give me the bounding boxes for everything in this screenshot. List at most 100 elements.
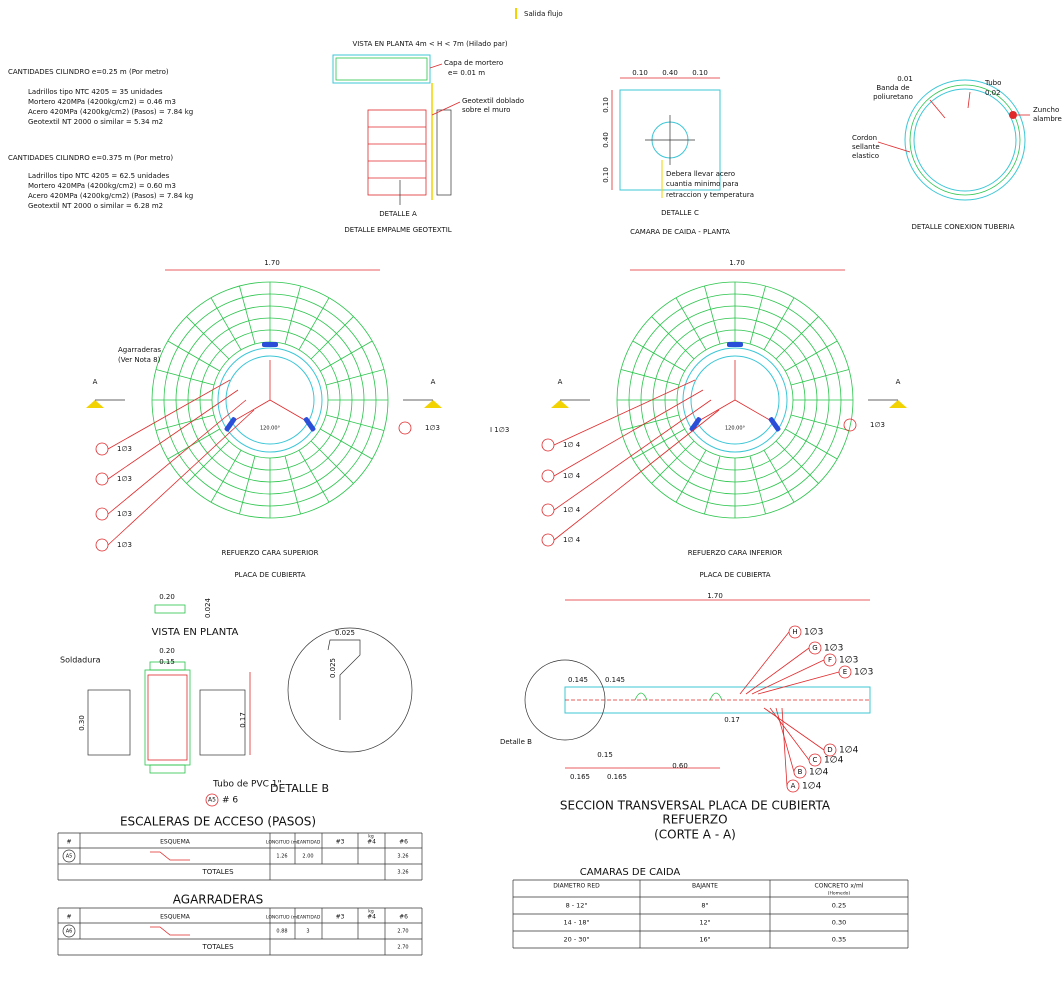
- note: Agarraderas: [118, 346, 161, 354]
- bar-leader: [745, 647, 810, 695]
- plate-radial: [620, 369, 680, 386]
- table-cell: 0.25: [832, 902, 846, 910]
- quantities-line: Ladrillos tipo NTC 4205 = 62.5 unidades: [28, 172, 170, 180]
- table-cell: 3.26: [397, 870, 408, 876]
- quantities-line: Acero 420MPa (4200kg/cm2) (Pasos) = 7.84…: [28, 108, 193, 116]
- pipe-label: Zuncho: [1033, 106, 1059, 114]
- quantities-line: Mortero 420MPa (4200kg/cm2) = 0.60 m3: [28, 182, 176, 190]
- section-mark: [551, 400, 569, 408]
- plate-radial: [298, 450, 330, 503]
- bar-tag: [843, 418, 857, 432]
- bar-leader: [781, 707, 788, 787]
- plate-radial: [239, 285, 256, 345]
- dimension: 0.025: [335, 629, 355, 637]
- bar-tag: [62, 924, 76, 938]
- detail-title: DETALLE A: [379, 210, 417, 218]
- table-header: kg: [368, 834, 374, 840]
- plate-radial: [284, 285, 301, 345]
- bar-mark: G: [812, 644, 817, 652]
- plate-radial: [775, 316, 819, 360]
- plate-radial: [320, 428, 373, 460]
- dimension: 0.10: [692, 69, 708, 77]
- dimension: 0.40: [662, 69, 678, 77]
- angle-label: 120.00°: [725, 426, 745, 432]
- plate-radial: [704, 455, 721, 515]
- detail-c-drawing: [611, 77, 721, 198]
- handle: [262, 342, 278, 347]
- detail-note: sobre el muro: [462, 106, 510, 114]
- plate-axis: [734, 399, 770, 421]
- table-cell: A5: [66, 854, 73, 860]
- table-cell: 8": [701, 902, 708, 910]
- dimension: 0.165: [607, 773, 627, 781]
- bar-label: 1∅3: [854, 668, 873, 678]
- dimension: 0.15: [159, 658, 175, 666]
- plate-radial: [284, 455, 301, 515]
- bar-mark: F: [828, 656, 832, 664]
- bar-label: 1∅3: [117, 475, 132, 483]
- bar-mark: B: [798, 768, 803, 776]
- detail-title: DETALLE CONEXION TUBERIA: [911, 223, 1014, 231]
- bar-label: 1∅3: [804, 628, 823, 638]
- bar-leader: [757, 671, 840, 695]
- handle: [689, 417, 702, 432]
- bar-tag: [62, 849, 76, 863]
- bar-label: # 6: [222, 796, 238, 806]
- dimension: 0.10: [602, 97, 610, 113]
- table-header: ESQUEMA: [160, 914, 191, 921]
- dimension: 0.145: [568, 676, 588, 684]
- plate-radial: [325, 369, 385, 386]
- dimension: 0.20: [159, 593, 175, 601]
- dimension: 0.40: [602, 132, 610, 148]
- plate-radial: [675, 297, 707, 350]
- table-cell: 0.88: [276, 929, 287, 935]
- table-cell: TOTALES: [201, 943, 234, 951]
- plate-opening-inner: [690, 355, 780, 445]
- section-drawing: [524, 599, 871, 769]
- bar-leader: [107, 379, 231, 450]
- plate-radial: [310, 316, 354, 360]
- dimension: 0.15: [597, 751, 613, 759]
- detail-note: cuantia minimo para: [666, 180, 739, 188]
- plate-radial: [790, 369, 850, 386]
- table-header: #4: [367, 839, 376, 846]
- bar-label: 1∅3: [425, 424, 440, 432]
- table-cell: 20 - 30": [563, 936, 589, 944]
- plate-radial: [167, 428, 220, 460]
- plate-opening: [217, 347, 323, 453]
- dimension: 0.30: [78, 715, 86, 731]
- pipe-label: alambre: [1033, 115, 1062, 123]
- plate-subtitle: PLACA DE CUBIERTA: [234, 571, 305, 579]
- detail-subtitle: CAMARA DE CAIDA - PLANTA: [630, 228, 730, 236]
- table-cell: 2.70: [397, 929, 408, 935]
- bar-leader: [739, 631, 790, 695]
- bar-leader: [751, 659, 825, 695]
- plate-radial: [167, 340, 220, 372]
- table-cell: 16": [699, 936, 710, 944]
- plate-radial: [239, 455, 256, 515]
- plate-radial: [210, 297, 242, 350]
- detail-note: retraccion y temperatura: [666, 191, 754, 199]
- table-header: LONGITUD (m): [266, 840, 299, 846]
- plate-radial: [298, 297, 330, 350]
- bar-mark: D: [827, 746, 832, 754]
- handle: [727, 342, 743, 347]
- quantities-line: Mortero 420MPa (4200kg/cm2) = 0.46 m3: [28, 98, 176, 106]
- table-header: CONCRETO x/ml: [815, 883, 864, 890]
- bar-leader: [553, 409, 720, 541]
- table-title: ESCALERAS DE ACCESO (PASOS): [120, 815, 316, 829]
- bar-mark: C: [813, 756, 818, 764]
- table-cell: 1.26: [276, 854, 287, 860]
- plan-title: VISTA EN PLANTA: [152, 627, 239, 638]
- dimension: 0.024: [204, 597, 212, 618]
- table-header: DIAMETRO RED: [553, 883, 600, 890]
- bar-leader: [553, 379, 696, 446]
- plate-radial: [749, 455, 766, 515]
- plate-opening: [682, 347, 788, 453]
- quantities-line: Ladrillos tipo NTC 4205 = 35 unidades: [28, 88, 163, 96]
- handle: [303, 417, 316, 432]
- bar-leader: [107, 409, 255, 546]
- bar-label: 1∅3: [839, 656, 858, 666]
